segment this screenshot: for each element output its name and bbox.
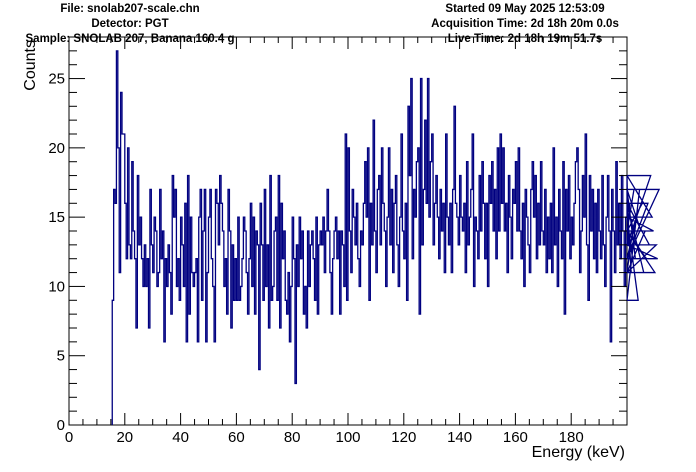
x-axis-title: Energy (keV) (532, 444, 625, 461)
x-tick-label: 140 (447, 429, 472, 446)
y-tick-label: 5 (57, 348, 65, 365)
live-time-label: Live Time: 2d 18h 19m 51.7s (447, 33, 603, 45)
x-tick-label: 80 (284, 429, 301, 446)
y-tick-label: 0 (57, 417, 65, 434)
y-tick-label: 20 (48, 140, 65, 157)
header-right: Started 09 May 2025 12:53:09 Acquisition… (400, 2, 650, 47)
x-axis: 0 20 40 60 80 100 120 140 160 180 (65, 37, 628, 446)
x-tick-label: 0 (65, 429, 73, 446)
header-left: File: snolab207-scale.chn Detector: PGT … (0, 2, 260, 47)
x-tick-label: 40 (172, 429, 189, 446)
sample-label: Sample: SNOLAB 207, Banana 160.4 g (25, 33, 235, 45)
x-tick-label: 100 (335, 429, 360, 446)
detector-label: Detector: PGT (91, 18, 169, 30)
y-tick-label: 10 (48, 278, 65, 295)
x-tick-label: 180 (559, 429, 584, 446)
y-axis-title: Counts (22, 40, 39, 91)
histogram-step-line (111, 50, 661, 425)
histogram-series (111, 50, 661, 425)
x-tick-label: 120 (391, 429, 416, 446)
file-label: File: snolab207-scale.chn (60, 3, 200, 15)
x-tick-label: 20 (116, 429, 133, 446)
x-tick-label: 160 (503, 429, 528, 446)
y-tick-label: 15 (48, 209, 65, 226)
y-tick-label: 25 (48, 71, 65, 88)
y-axis: 0 5 10 15 20 25 (48, 36, 627, 434)
x-tick-label: 60 (228, 429, 245, 446)
started-label: Started 09 May 2025 12:53:09 (445, 3, 605, 15)
acquisition-time-label: Acquisition Time: 2d 18h 20m 0.0s (431, 18, 619, 30)
